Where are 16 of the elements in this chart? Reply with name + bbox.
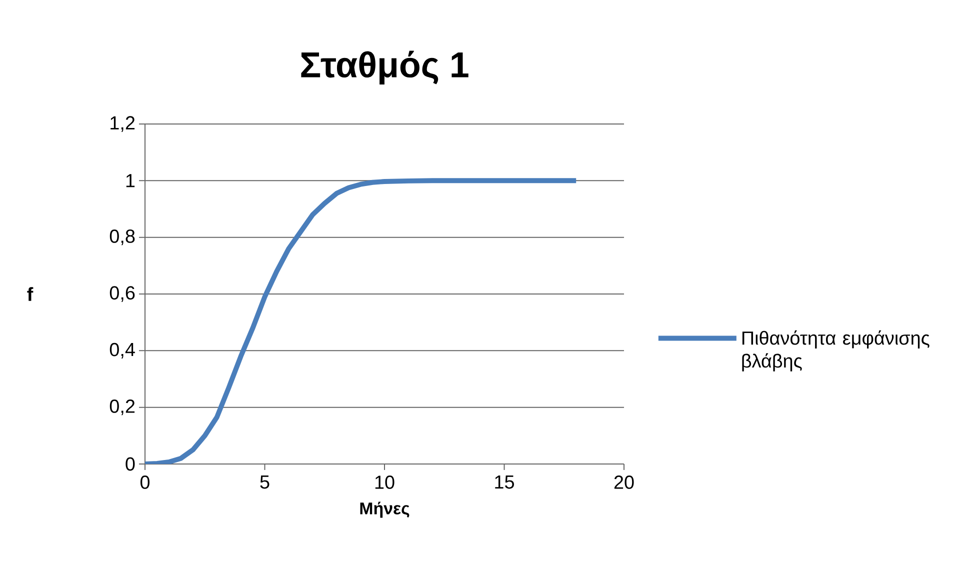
y-tick-label: 1 bbox=[126, 174, 135, 188]
y-tick-label: 1,2 bbox=[110, 116, 135, 132]
y-tick-label: 0,4 bbox=[110, 342, 135, 358]
y-tick-label: 0,6 bbox=[110, 286, 135, 302]
chart-title: Σταθμός 1 bbox=[301, 50, 468, 84]
x-axis-title: Μήνες bbox=[360, 502, 410, 518]
x-tick-label: 10 bbox=[375, 476, 394, 489]
y-tick-label: 0,2 bbox=[110, 400, 135, 416]
x-tick-label: 0 bbox=[140, 476, 150, 489]
x-tick-label: 5 bbox=[260, 476, 270, 489]
y-tick-label: 0 bbox=[126, 457, 135, 471]
y-tick-label: 0,8 bbox=[110, 230, 135, 246]
y-axis-title: f bbox=[27, 287, 34, 301]
x-tick-label: 15 bbox=[495, 476, 514, 489]
legend-label: Πιθανότητα εμφάνισης βλάβης bbox=[742, 330, 930, 372]
x-tick-label: 20 bbox=[614, 476, 634, 489]
